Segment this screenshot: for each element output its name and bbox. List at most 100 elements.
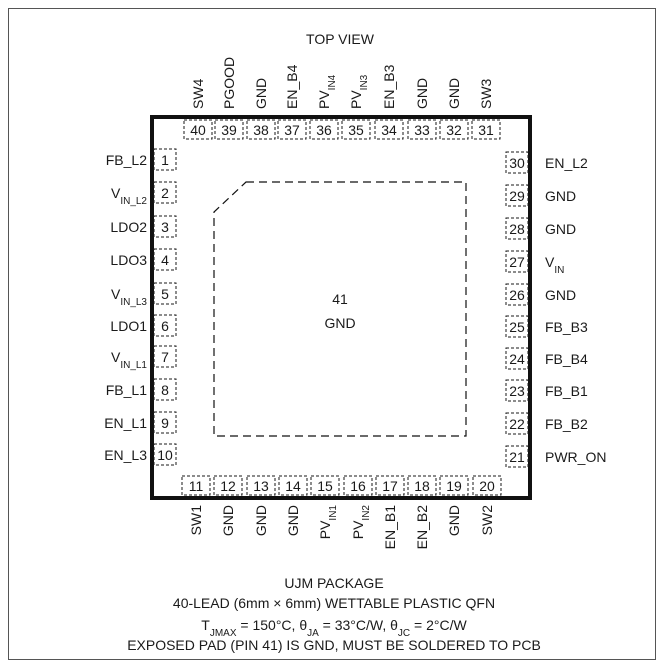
thermal-text: T	[201, 617, 210, 633]
pins-group: 1FB_L22VIN_L23LDO24LDO35VIN_L36LDO17VIN_…	[104, 57, 606, 549]
pin-28-number: 28	[509, 221, 525, 237]
pin-30-pad	[505, 151, 529, 174]
pin-31-pad	[471, 119, 501, 140]
pin-33-name-text: GND	[414, 78, 430, 109]
pin-5-name: VIN_L3	[111, 286, 147, 308]
pin-34-number: 34	[381, 122, 397, 138]
pin-15-name-text: PV	[317, 520, 333, 539]
pin-19-name: GND	[446, 505, 462, 536]
pin-15-name: PVIN1	[317, 505, 339, 540]
pin-33-pad	[407, 119, 437, 140]
pin-24-name: FB_B4	[545, 351, 588, 367]
pin-31-number: 31	[478, 122, 494, 138]
pin-1-name-text: FB_L2	[106, 152, 147, 168]
pin-19-number: 19	[446, 478, 462, 494]
pin-17-pad	[375, 475, 405, 496]
pin-2-number: 2	[161, 185, 169, 201]
pin-36-name-subscript: IN4	[327, 74, 338, 90]
pin-33-number: 33	[414, 122, 430, 138]
pin-40-pad	[183, 119, 213, 140]
pin-30-name-text: EN_L2	[545, 155, 588, 171]
pin-36-name-text: PV	[316, 90, 332, 109]
pin-19-pad	[439, 475, 469, 496]
thermal-subscript: JMAX	[210, 628, 237, 639]
pin-31-name: SW3	[478, 78, 494, 109]
pin-25-pad	[505, 315, 529, 338]
pin-29-name-text: GND	[545, 188, 576, 204]
pin-15-number: 15	[317, 478, 333, 494]
pin-37-pad	[277, 119, 307, 140]
package-name: UJM PACKAGE	[284, 575, 383, 591]
pin-36-pad	[309, 119, 339, 140]
pin-26-pad	[505, 283, 529, 306]
pin-25-name: FB_B3	[545, 319, 588, 335]
pin-11-pad	[181, 475, 211, 496]
view-title: TOP VIEW	[306, 31, 375, 47]
pin-7-name-text: V	[111, 349, 121, 365]
pin-31-name-text: SW3	[478, 78, 494, 109]
pin-22-number: 22	[509, 416, 525, 432]
pin-8-name: FB_L1	[106, 382, 147, 398]
pin-40-name-text: SW4	[190, 78, 206, 109]
pin-8-number: 8	[161, 382, 169, 398]
pin-16-number: 16	[350, 478, 366, 494]
pin-5-name-text: V	[111, 286, 121, 302]
pin-7-pad	[153, 345, 177, 368]
pin-13-name: GND	[253, 505, 269, 536]
pin-28-name-text: GND	[545, 221, 576, 237]
pin-9-name-text: EN_L1	[104, 415, 147, 431]
pin-7-name: VIN_L1	[111, 349, 147, 371]
pin-39-pad	[214, 119, 244, 140]
pin-12-name: GND	[220, 505, 236, 536]
pin-13-pad	[246, 475, 276, 496]
thermal-text: = 2°C/W	[410, 617, 467, 633]
pin-28-pad	[505, 217, 529, 240]
diagram-frame	[8, 8, 656, 660]
pin-30-number: 30	[509, 155, 525, 171]
pin-23-pad	[505, 379, 529, 402]
pin-10-name: EN_L3	[104, 447, 147, 463]
pin-40-name: SW4	[190, 78, 206, 109]
pin-32-name-text: GND	[446, 78, 462, 109]
pin-28-name: GND	[545, 221, 576, 237]
pin-6-pad	[153, 314, 177, 337]
pin-34-name: EN_B3	[381, 64, 397, 109]
pin-3-name-text: LDO2	[110, 219, 147, 235]
pin-2-name-text: V	[111, 185, 121, 201]
pin-29-name: GND	[545, 188, 576, 204]
pin-25-number: 25	[509, 319, 525, 335]
pin-40-number: 40	[190, 122, 206, 138]
pin-39-name-text: PGOOD	[221, 57, 237, 109]
package-body-outline	[150, 115, 532, 500]
thermal-subscript: JC	[398, 628, 410, 639]
pin-4-name: LDO3	[110, 252, 147, 268]
pin-20-name: SW2	[479, 505, 495, 536]
pin-5-name-subscript: IN_L3	[120, 297, 147, 308]
pin-6-number: 6	[161, 318, 169, 334]
pin-38-number: 38	[253, 122, 269, 138]
pin-14-pad	[278, 475, 308, 496]
pin-20-pad	[472, 475, 502, 496]
pin-22-name: FB_B2	[545, 416, 588, 432]
thermal-specs: TJMAX = 150°C, θJA = 33°C/W, θJC = 2°C/W	[201, 617, 467, 639]
pin-32-pad	[439, 119, 469, 140]
pin-13-number: 13	[253, 478, 269, 494]
pin-7-name-subscript: IN_L1	[120, 360, 147, 371]
pin-7-number: 7	[161, 349, 169, 365]
pin-27-pad	[505, 250, 529, 273]
pin-24-name-text: FB_B4	[545, 351, 588, 367]
pin-37-name: EN_B4	[284, 64, 300, 109]
pin-30-name: EN_L2	[545, 155, 588, 171]
package-caption: UJM PACKAGE 40-LEAD (6mm × 6mm) WETTABLE…	[127, 575, 541, 653]
pin-23-number: 23	[509, 383, 525, 399]
pin-15-pad	[310, 475, 340, 496]
pin-22-pad	[505, 412, 529, 435]
thermal-text: = 150°C, θ	[237, 617, 308, 633]
pin-6-name-text: LDO1	[110, 318, 147, 334]
pin-26-name: GND	[545, 287, 576, 303]
pin-32-number: 32	[446, 122, 462, 138]
pin-37-number: 37	[284, 122, 300, 138]
pin-1-name: FB_L2	[106, 152, 147, 168]
pin-2-pad	[153, 181, 177, 204]
pin-3-name: LDO2	[110, 219, 147, 235]
